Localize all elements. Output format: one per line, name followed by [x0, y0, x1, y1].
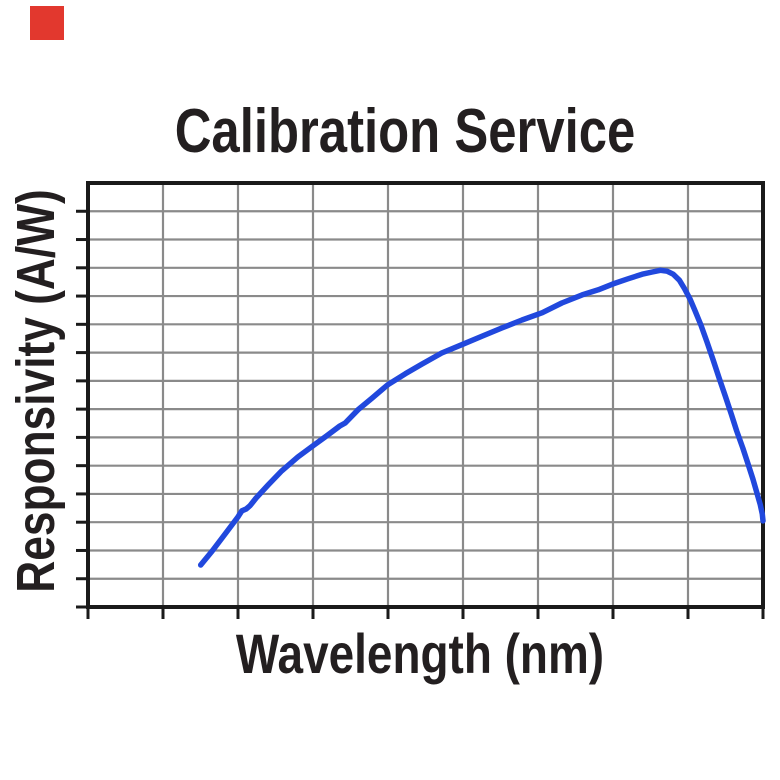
- red-square-marker: [30, 6, 64, 40]
- y-axis-label: Responsivity (A/W): [6, 189, 66, 593]
- chart-title: Calibration Service: [174, 97, 636, 166]
- x-axis-label: Wavelength (nm): [235, 622, 605, 685]
- plot-frame: [86, 181, 765, 609]
- responsivity-curve: [197, 267, 766, 568]
